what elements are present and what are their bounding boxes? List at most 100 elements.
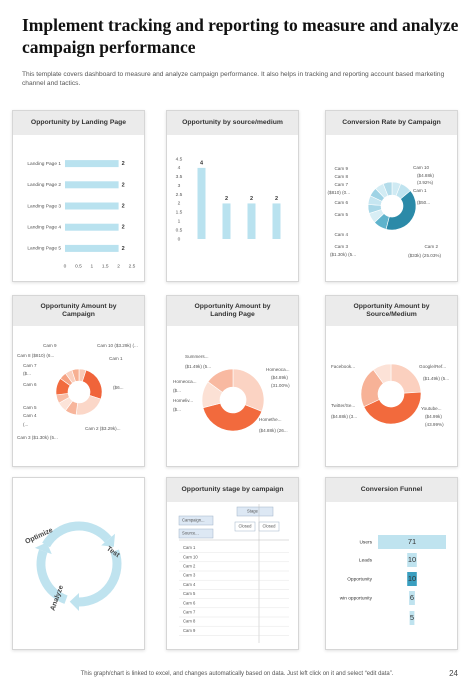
segment-label: ($1.49k) (5... [185, 364, 211, 369]
segment-label: Cam 9 [334, 166, 348, 171]
value-label: 2 [122, 246, 125, 252]
segment-label: Cam 2 [424, 244, 438, 249]
panel: Conversion Funnel Users 71 Leads 10 Opportuni… [325, 477, 458, 650]
panel-chart: Campaign... Source... Stage Closed Closed Cam… [178, 504, 289, 643]
x-tick-label: 2.5 [129, 263, 136, 269]
y-tick-label: 0.5 [176, 227, 183, 233]
segment-label: Homeoca... [266, 367, 290, 372]
panel-title: Opportunity Amount by Source/Medium [326, 296, 457, 326]
segment-label: Cam 7 [334, 182, 348, 187]
category-label: Landing Page 1 [27, 161, 61, 167]
panel-chart: Cam 10 ($4.88k) (3.92%) Cam 1 ($50... Cam 9 Ca… [328, 165, 442, 258]
y-tick-label: 0 [178, 236, 181, 242]
panel-title: Conversion Rate by Campaign [326, 111, 457, 135]
segment-label: Cam 9 [43, 343, 57, 348]
panel-title: Opportunity Amount by Campaign [13, 296, 144, 326]
category-label: Landing Page 5 [27, 246, 61, 252]
value-label: 2 [122, 161, 125, 167]
category-label: Users [359, 539, 372, 545]
row-label: Cam 5 [183, 591, 196, 596]
filter-label: Source... [182, 531, 199, 536]
segment-label: (43.99%) [425, 422, 444, 427]
bar [65, 160, 119, 168]
segment-label: Youtube... [421, 406, 442, 411]
cycle-arc [36, 549, 68, 604]
donut-segment [202, 402, 263, 432]
segment-label: Cam 4 [23, 413, 37, 418]
filter-label: Campaign... [182, 518, 205, 523]
row-label: Cam 10 [183, 554, 198, 559]
cycle-arrowhead [69, 593, 79, 611]
value-label: 10 [408, 555, 416, 564]
segment-label: ($4.99k) [425, 414, 442, 419]
y-tick-label: 2 [178, 201, 181, 207]
panel-chart: 0 0.5 1 1.5 2 2.5 3 3.5 4 4.5 4 2 2 2 [176, 156, 281, 242]
segment-label: Cam 8 [334, 174, 348, 179]
segment-label: ($810) (0... [328, 190, 350, 195]
x-tick-label: 0.5 [75, 263, 82, 269]
segment-label: Cam 3 ($1.30k) (5... [17, 435, 58, 440]
segment-label: ($... [173, 388, 181, 393]
segment-label: Cam 2 ($3.29k)... [85, 426, 121, 431]
segment-label: Homeliv... [173, 398, 193, 403]
segment-label: (3.92%) [417, 180, 434, 185]
column-label: Closed [238, 524, 252, 529]
donut-segment [390, 363, 422, 394]
column-header: Stage [247, 509, 259, 514]
donut-segment [75, 395, 102, 416]
donut-segment [207, 368, 234, 393]
cycle-arc [78, 549, 122, 607]
segment-label: (... [23, 422, 28, 427]
segment-label: Cam 10 ($3.29k) (... [97, 343, 138, 348]
segment-label: Cam 6 [23, 382, 37, 387]
segment-label: Homethe... [259, 417, 281, 422]
segment-label: ($... [23, 371, 31, 376]
segment-label: ($6... [113, 385, 123, 390]
page-number: 24 [449, 669, 458, 678]
category-label: Landing Page 2 [27, 182, 61, 188]
segment-label: Cam 4 [334, 232, 348, 237]
row-label: Cam 7 [183, 610, 196, 615]
filter-box [178, 528, 214, 539]
row-label: Cam 1 [183, 545, 196, 550]
segment-label: Summers... [185, 354, 208, 359]
y-tick-label: 2.5 [176, 192, 183, 198]
segment-label: (31.00%) [271, 383, 290, 388]
value-label: 2 [122, 182, 125, 188]
segment-label: ($4.88k) [417, 173, 434, 178]
y-tick-label: 1.5 [176, 210, 183, 216]
panel: Opportunity by source/medium 0 0.5 1 1.5 2 2.5… [166, 110, 299, 282]
segment-label: ($1.30k) (5... [330, 252, 356, 257]
funnel-bar [409, 591, 415, 605]
segment-label: Cam 5 [23, 405, 37, 410]
panel-title: Opportunity Amount by Landing Page [167, 296, 298, 326]
column-label: Closed [262, 524, 276, 529]
bar [222, 203, 231, 239]
description: This template covers dashboard to measur… [22, 71, 445, 87]
panel: Opportunity Amount by Campaign Cam 9 Cam 8… [12, 295, 145, 467]
segment-label: Cam 3 [334, 244, 348, 249]
bar [65, 223, 119, 231]
segment-label: Cam 7 [23, 363, 37, 368]
segment-label: Cam 8 ($810) (6... [17, 353, 54, 358]
segment-label: Cam 10 [413, 165, 430, 170]
segment-label: ($4.88k) (3... [331, 414, 357, 419]
panel-title: Opportunity by Landing Page [13, 111, 144, 135]
panel-chart: 0 0.5 1 1.5 2 2.5 Landing Page 1 2 Landing Page … [27, 160, 136, 269]
value-label: 10 [408, 574, 416, 583]
category-label: Landing Page 4 [27, 224, 61, 230]
value-label: 5 [410, 613, 414, 622]
segment-label: ($50... [417, 200, 430, 205]
segment-label: Google/Ref... [419, 364, 446, 369]
value-label: 2 [122, 203, 125, 209]
page-title: Implement tracking and reporting to meas… [22, 15, 459, 57]
bar [65, 244, 119, 252]
cycle-arrowhead [101, 533, 116, 547]
value-label: 4 [200, 160, 204, 166]
funnel-bar [407, 572, 417, 586]
panel-chart: Cam 9 Cam 8 ($810) (6... Cam 7 ($... Cam 6 Ca… [17, 343, 138, 440]
panel: Conversion Rate by Campaign Cam 10 ($4.88k… [325, 110, 458, 282]
panel-title: Opportunity stage by campaign [167, 478, 298, 502]
y-tick-label: 4 [178, 165, 181, 171]
